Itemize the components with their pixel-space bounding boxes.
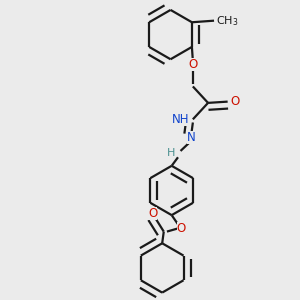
Text: O: O xyxy=(148,207,157,220)
Text: O: O xyxy=(188,58,197,71)
Text: H: H xyxy=(167,148,175,158)
Text: N: N xyxy=(187,131,196,144)
Text: O: O xyxy=(176,222,186,235)
Text: NH: NH xyxy=(172,113,190,126)
Text: CH$_3$: CH$_3$ xyxy=(216,14,238,28)
Text: O: O xyxy=(230,95,239,108)
